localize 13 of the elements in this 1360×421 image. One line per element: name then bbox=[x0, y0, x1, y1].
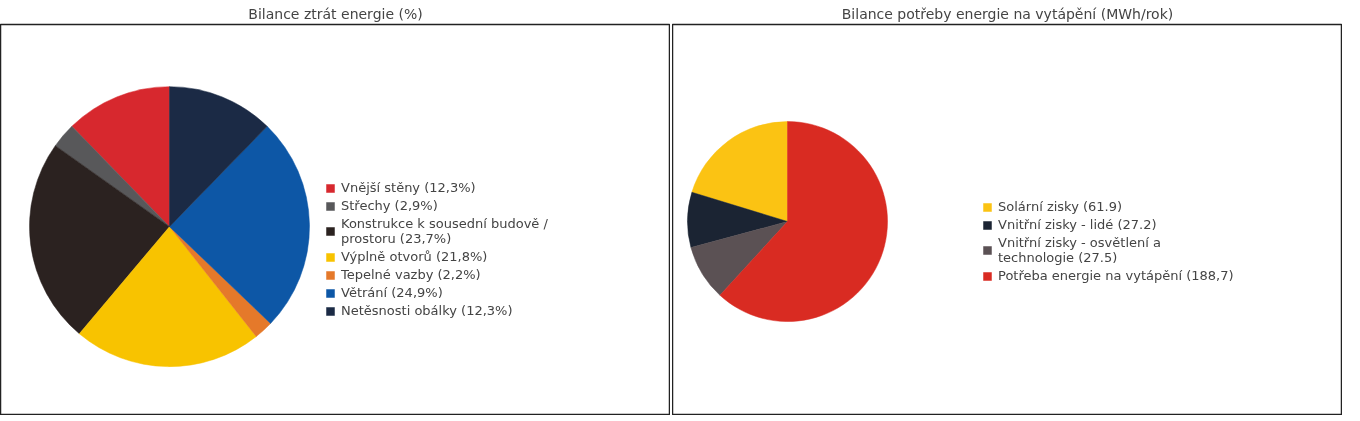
legend-label: Vnitřní zisky - osvětlení a technologie (27.5) bbox=[998, 235, 1161, 265]
legend-label: Potřeba energie na vytápění (188,7) bbox=[998, 268, 1234, 283]
chart-title: Bilance potřeby energie na vytápění (MWh/rok) bbox=[841, 5, 1174, 22]
legend-label: Konstrukce k sousední budově / prostoru (23,7%) bbox=[341, 216, 548, 246]
legend-label: Vnitřní zisky - lidé (27.2) bbox=[998, 217, 1157, 232]
legend-label: Netěsnosti obálky (12,3%) bbox=[341, 303, 513, 318]
legend-label: Vnější stěny (12,3%) bbox=[341, 180, 476, 195]
legend-label: Solární zisky (61.9) bbox=[998, 199, 1123, 214]
legend-label: Větrání (24,9%) bbox=[341, 285, 443, 300]
chart-title: Bilance ztrát energie (%) bbox=[248, 5, 423, 22]
legend-label: Tepelné vazby (2,2%) bbox=[341, 267, 481, 282]
legend-label: Střechy (2,9%) bbox=[341, 198, 438, 213]
legend-label: Výplně otvorů (21,8%) bbox=[341, 249, 488, 264]
